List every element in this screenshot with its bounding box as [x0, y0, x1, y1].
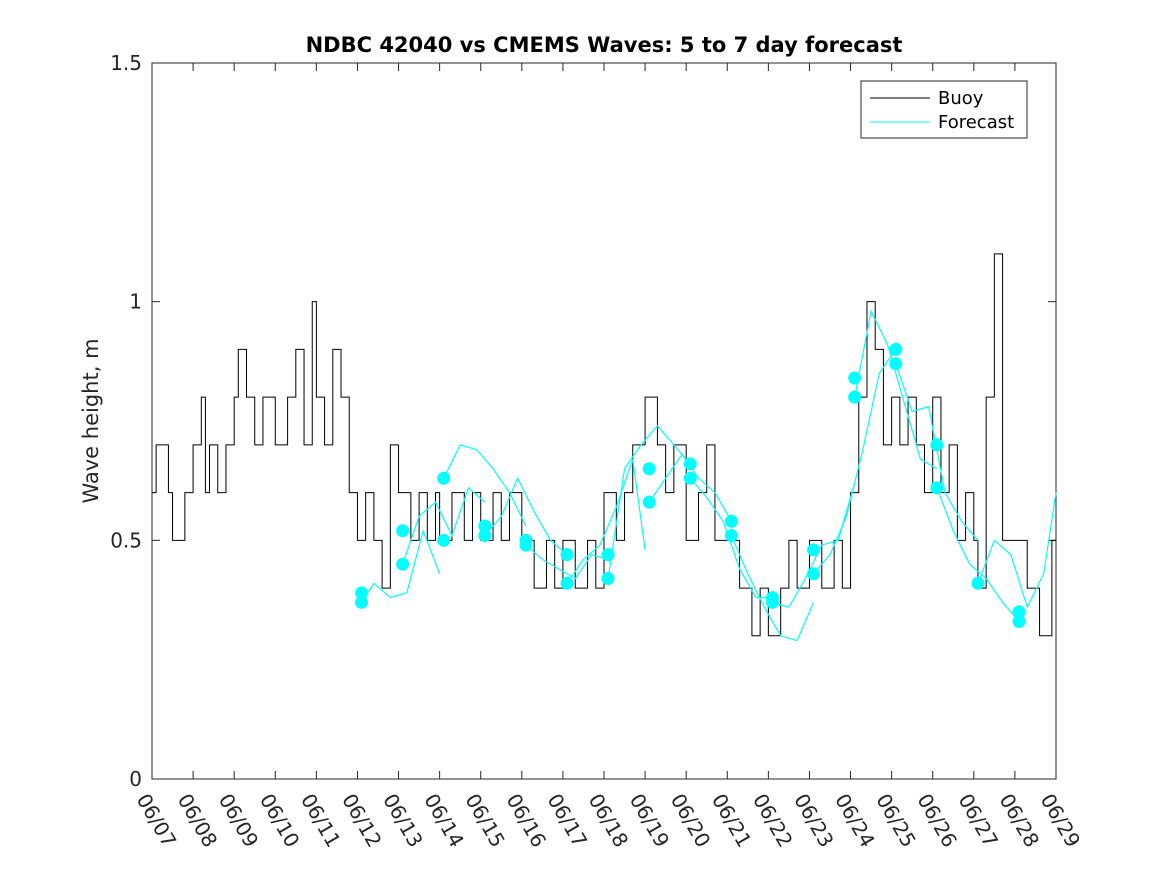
x-tick-label: 06/09 — [214, 790, 264, 852]
forecast-start-marker — [437, 533, 451, 547]
forecast-start-marker — [848, 371, 862, 385]
forecast-start-marker — [478, 519, 492, 533]
forecast-start-marker — [683, 471, 697, 485]
x-tick-label: 06/16 — [501, 790, 551, 852]
x-tick-label: 06/10 — [255, 790, 305, 852]
forecast-start-marker — [683, 457, 697, 471]
x-tick-label: 06/08 — [173, 790, 223, 852]
x-tick-label: 06/22 — [748, 790, 798, 852]
forecast-series-line — [566, 458, 646, 584]
forecast-start-marker — [519, 538, 533, 552]
legend-buoy-label: Buoy — [938, 88, 984, 109]
forecast-series-line — [607, 424, 691, 579]
forecast-start-marker — [889, 357, 903, 371]
forecast-start-marker — [807, 567, 821, 581]
forecast-start-marker — [478, 529, 492, 543]
forecast-start-marker — [848, 390, 862, 404]
x-tick-label: 06/26 — [912, 790, 962, 852]
forecast-start-marker — [724, 514, 738, 528]
forecast-start-marker — [642, 495, 656, 509]
forecast-start-marker — [437, 471, 451, 485]
y-tick-label: 1.5 — [110, 51, 142, 75]
forecast-start-marker — [930, 438, 944, 452]
y-axis-label: Wave height, m — [79, 338, 103, 503]
x-tick-label: 06/20 — [666, 790, 716, 852]
x-tick-label: 06/24 — [830, 790, 880, 852]
x-tick-label: 06/11 — [296, 790, 346, 852]
x-tick-label: 06/28 — [995, 790, 1045, 852]
forecast-start-marker — [971, 576, 985, 590]
forecast-series-line — [402, 486, 486, 565]
chart-title: NDBC 42040 vs CMEMS Waves: 5 to 7 day fo… — [306, 33, 903, 57]
forecast-series-line — [361, 528, 441, 603]
forecast-start-marker — [355, 595, 369, 609]
forecast-series-line — [730, 535, 815, 642]
x-tick-label: 06/29 — [1036, 790, 1086, 852]
forecast-series-line — [525, 544, 609, 580]
forecast-series-line — [443, 444, 527, 527]
forecast-start-marker — [396, 524, 410, 538]
forecast-series-line — [689, 477, 773, 599]
forecast-start-marker — [396, 557, 410, 571]
forecast-start-marker — [1012, 614, 1026, 628]
plot-area: 00.511.506/0706/0806/0906/1006/1106/1206… — [110, 51, 1085, 851]
forecast-series-line — [772, 482, 856, 608]
y-tick-label: 0 — [129, 767, 142, 791]
forecast-start-marker — [807, 543, 821, 557]
forecast-start-marker — [560, 548, 574, 562]
x-tick-label: 06/18 — [584, 790, 634, 852]
x-tick-label: 06/27 — [953, 790, 1003, 852]
forecast-series-line — [813, 349, 897, 575]
buoy-series-line — [152, 253, 1056, 637]
forecast-series-line — [854, 309, 938, 470]
x-tick-label: 06/12 — [337, 790, 387, 852]
legend: Buoy Forecast — [860, 80, 1028, 139]
x-tick-label: 06/15 — [460, 790, 510, 852]
x-tick-label: 06/23 — [789, 790, 839, 852]
legend-forecast-label: Forecast — [938, 112, 1014, 133]
x-tick-label: 06/07 — [132, 790, 182, 852]
x-tick-label: 06/14 — [419, 790, 469, 852]
forecast-series-line — [484, 476, 568, 556]
x-tick-label: 06/13 — [378, 790, 428, 852]
x-tick-label: 06/25 — [871, 790, 921, 852]
x-tick-label: 06/19 — [625, 790, 675, 852]
forecast-start-marker — [1012, 605, 1026, 619]
forecast-start-marker — [724, 529, 738, 543]
legend-box — [860, 80, 1028, 139]
forecast-start-marker — [930, 481, 944, 495]
x-tick-label: 06/21 — [707, 790, 757, 852]
forecast-start-marker — [642, 462, 656, 476]
y-tick-label: 1 — [129, 290, 142, 314]
forecast-series-line — [936, 487, 1020, 622]
x-tick-label: 06/17 — [543, 790, 593, 852]
forecast-start-marker — [601, 572, 615, 586]
forecast-start-marker — [560, 576, 574, 590]
forecast-series-line — [977, 492, 1057, 609]
y-tick-label: 0.5 — [110, 528, 142, 552]
forecast-start-marker — [601, 548, 615, 562]
forecast-start-marker — [765, 595, 779, 609]
forecast-start-marker — [355, 586, 369, 600]
forecast-start-marker — [889, 342, 903, 356]
